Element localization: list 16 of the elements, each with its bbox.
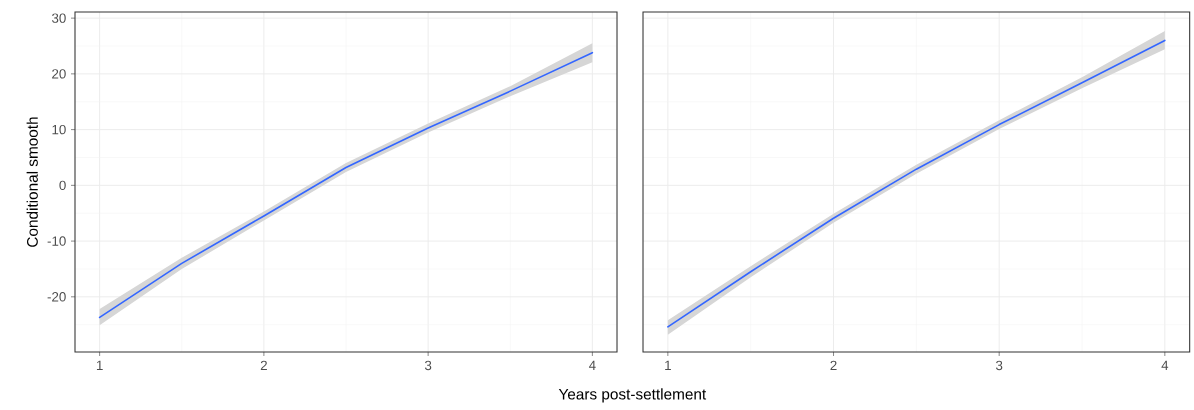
y-tick-label: -20 [47, 292, 66, 302]
x-tick-label: 3 [424, 360, 432, 371]
x-tick-label: 4 [1161, 360, 1169, 370]
x-tick-label: 2 [830, 360, 837, 371]
y-tick-label: -10 [47, 236, 66, 246]
x-tick-label: 2 [260, 360, 267, 371]
x-tick-label: 3 [995, 360, 1003, 371]
y-tick-label: 10 [52, 124, 66, 135]
x-tick-label: 4 [588, 360, 596, 370]
y-tick-label: 0 [59, 180, 66, 191]
x-axis-title: Years post-settlement [558, 388, 707, 403]
x-tick-label: 1 [96, 360, 103, 370]
x-tick-label: 1 [665, 360, 671, 370]
y-tick-label: 20 [52, 69, 66, 79]
y-tick-label: 30 [51, 13, 66, 23]
y-axis-title: Conditional smooth [26, 117, 38, 247]
